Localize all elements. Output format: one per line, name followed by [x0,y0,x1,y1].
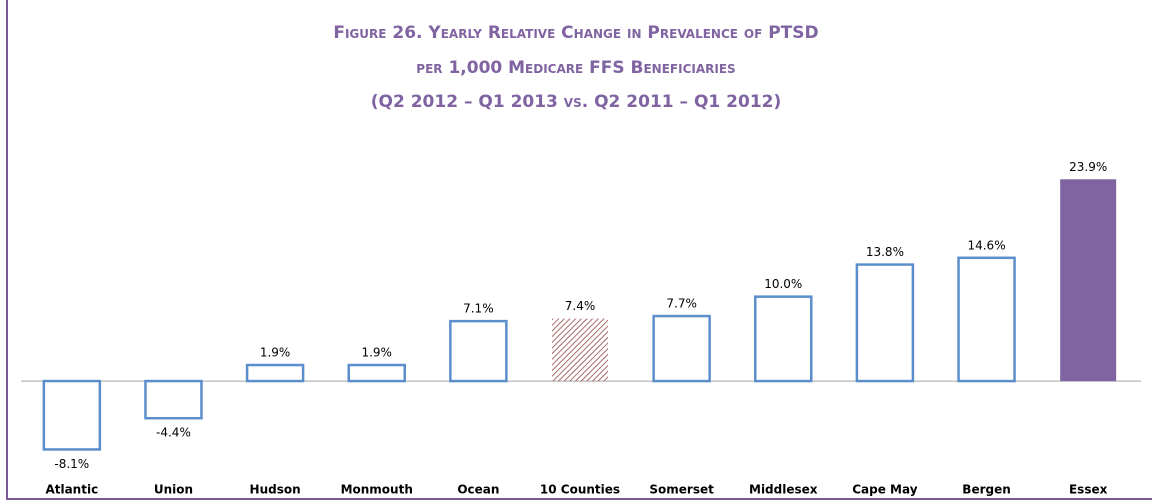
bar [855,263,915,383]
x-tick-label: Cape May [852,483,917,497]
value-label: 10.0% [764,277,802,291]
value-label: 23.9% [1069,160,1107,174]
x-tick-label: Middlesex [749,483,818,497]
frame [6,0,1152,500]
bar [144,379,203,420]
x-tick-label: Essex [1069,483,1108,497]
bar [957,256,1016,383]
value-label: 1.9% [260,346,291,360]
value-label: -4.4% [156,426,191,440]
chart-title: (Q2 2012 – Q1 2013 vs. Q2 2011 – Q1 2012… [371,92,782,112]
x-tick-label: Atlantic [45,483,98,497]
chart-title: per 1,000 Medicare FFS Beneficiaries [416,58,735,78]
bar [754,295,813,383]
x-tick-label: Ocean [457,483,499,497]
value-label: 14.6% [967,238,1005,252]
value-label: -8.1% [54,457,89,471]
x-tick-label: Bergen [962,483,1010,497]
bar [245,363,305,383]
bar [1060,179,1117,382]
x-tick-label: Hudson [250,483,301,497]
bar [449,319,508,383]
bar [42,379,102,451]
bar [552,318,608,382]
value-label: 7.1% [463,302,494,316]
x-tick-label: Somerset [649,483,714,497]
value-label: 7.4% [565,299,596,313]
x-tick-label: 10 Counties [540,483,620,497]
chart-title: Figure 26. Yearly Relative Change in Pre… [333,23,818,43]
bar [347,363,406,383]
x-tick-label: Union [154,483,193,497]
value-label: 13.8% [866,245,904,259]
bar [652,314,711,383]
value-label: 7.7% [666,297,697,311]
x-tick-label: Monmouth [341,483,413,497]
value-label: 1.9% [361,346,392,360]
